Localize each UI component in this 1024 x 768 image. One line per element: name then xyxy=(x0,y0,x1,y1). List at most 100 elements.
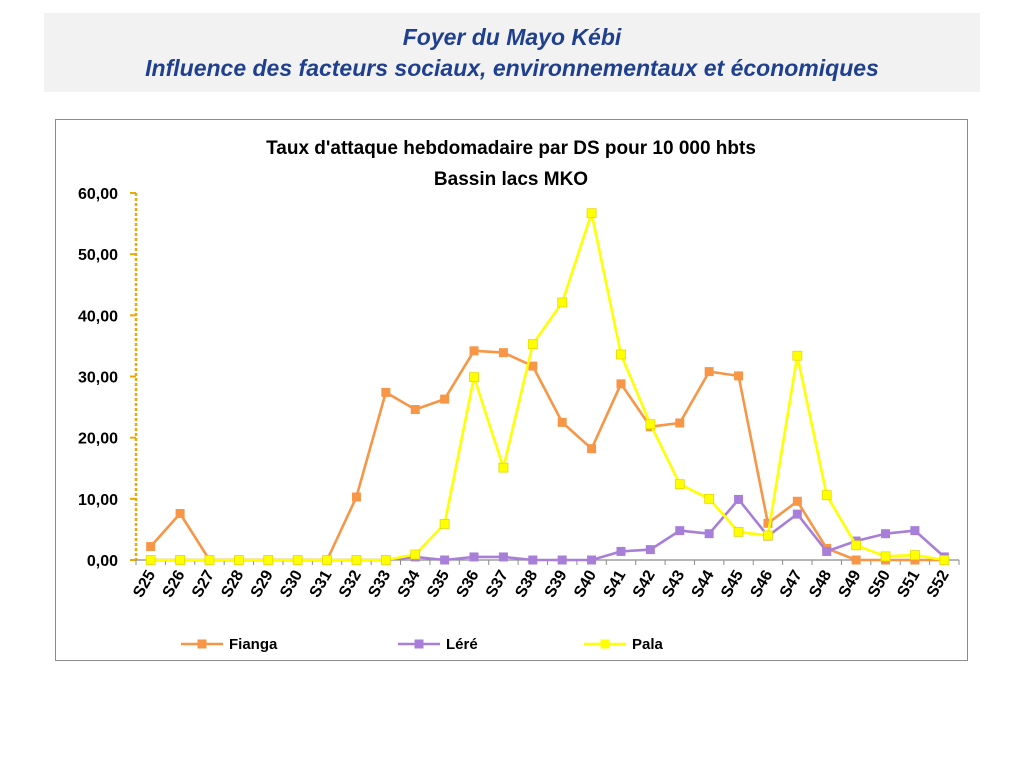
data-point xyxy=(645,419,656,430)
data-point xyxy=(910,550,920,561)
data-point xyxy=(704,367,714,377)
data-point xyxy=(792,509,802,519)
series-line xyxy=(149,349,945,562)
data-point xyxy=(351,492,361,502)
x-tick-label: S35 xyxy=(424,567,453,600)
x-tick-label: S33 xyxy=(365,567,394,600)
x-tick-label: S32 xyxy=(336,567,365,600)
data-point xyxy=(498,552,508,562)
x-tick-label: S25 xyxy=(130,567,159,600)
data-point xyxy=(557,297,568,308)
data-point xyxy=(528,555,538,565)
data-point xyxy=(733,526,744,537)
data-point xyxy=(410,549,421,560)
y-tick-label: 60,00 xyxy=(78,186,118,203)
x-tick-label: S28 xyxy=(218,567,247,600)
data-point xyxy=(292,555,303,565)
slide-title-line-1: Foyer du Mayo Kébi xyxy=(402,23,622,50)
y-tick-label: 40,00 xyxy=(78,308,118,325)
data-point xyxy=(439,519,450,529)
slide-title-line-2: Influence des facteurs sociaux, environn… xyxy=(145,54,879,81)
x-tick-label: S45 xyxy=(718,567,747,600)
x-tick-label: S42 xyxy=(630,567,659,600)
x-tick-label: S31 xyxy=(307,567,336,600)
data-point xyxy=(851,555,861,565)
legend-marker xyxy=(197,639,207,649)
x-tick-label: S41 xyxy=(600,567,629,600)
series-line xyxy=(150,211,945,562)
data-point xyxy=(616,349,626,360)
data-point xyxy=(498,348,508,358)
data-point xyxy=(498,462,509,473)
data-point xyxy=(587,555,597,565)
data-point xyxy=(910,526,920,536)
x-tick-label: S29 xyxy=(248,567,277,600)
data-point xyxy=(145,555,156,565)
data-point xyxy=(440,394,450,404)
chart-title: Taux d'attaque hebdomadaire par DS pour … xyxy=(266,138,756,159)
data-point xyxy=(557,555,567,565)
x-tick-label: S46 xyxy=(747,567,776,600)
x-tick-label: S37 xyxy=(483,567,512,600)
data-point xyxy=(734,371,744,381)
data-point xyxy=(704,529,714,539)
data-point xyxy=(263,555,274,565)
data-point xyxy=(175,509,185,519)
data-point xyxy=(881,529,891,539)
data-point xyxy=(939,555,950,565)
legend-label: Fianga xyxy=(229,636,278,653)
data-point xyxy=(822,546,832,556)
data-point xyxy=(322,555,332,565)
x-tick-label: S43 xyxy=(659,567,688,600)
legend-marker xyxy=(600,639,610,649)
x-tick-label: S49 xyxy=(836,567,865,600)
data-point xyxy=(616,546,626,556)
data-point xyxy=(175,555,185,565)
x-tick-label: S48 xyxy=(806,567,835,600)
x-tick-label: S40 xyxy=(571,567,600,600)
data-point xyxy=(587,444,597,454)
y-tick-label: 20,00 xyxy=(78,431,118,448)
data-point xyxy=(410,405,420,415)
data-point xyxy=(527,339,538,349)
y-tick-label: 50,00 xyxy=(78,247,118,264)
x-tick-label: S47 xyxy=(777,567,806,600)
data-point xyxy=(704,493,715,504)
data-point xyxy=(528,361,538,371)
data-point xyxy=(381,387,391,397)
x-tick-label: S50 xyxy=(865,567,894,600)
data-point xyxy=(851,540,862,551)
line-chart: Taux d'attaque hebdomadaire par DS pour … xyxy=(78,138,960,653)
data-point xyxy=(586,208,597,219)
chart-frame: Taux d'attaque hebdomadaire par DS pour … xyxy=(55,119,968,661)
x-tick-label: S38 xyxy=(512,567,541,600)
data-point xyxy=(351,555,362,565)
data-point xyxy=(792,350,803,361)
data-point xyxy=(440,555,450,565)
x-tick-label: S51 xyxy=(894,567,923,600)
x-tick-label: S34 xyxy=(395,567,424,600)
data-point xyxy=(469,346,479,356)
data-point xyxy=(380,555,391,565)
data-point xyxy=(763,530,773,541)
data-point xyxy=(792,496,802,506)
chart-subtitle: Bassin lacs MKO xyxy=(434,169,588,190)
data-point xyxy=(675,418,685,428)
data-point xyxy=(734,494,744,504)
y-tick-label: 10,00 xyxy=(78,492,118,509)
data-point xyxy=(557,417,567,427)
x-tick-label: S30 xyxy=(277,567,306,600)
legend-label: Pala xyxy=(632,636,664,653)
x-tick-label: S44 xyxy=(689,567,718,600)
data-point xyxy=(146,542,156,552)
data-point xyxy=(645,545,655,555)
data-point xyxy=(763,518,773,528)
x-tick-label: S27 xyxy=(189,567,218,600)
data-point xyxy=(821,490,832,501)
data-point xyxy=(616,379,626,389)
legend-marker xyxy=(414,639,424,649)
y-tick-label: 0,00 xyxy=(87,553,118,570)
data-point xyxy=(674,479,685,490)
data-point xyxy=(880,551,891,562)
x-tick-label: S26 xyxy=(160,567,189,600)
